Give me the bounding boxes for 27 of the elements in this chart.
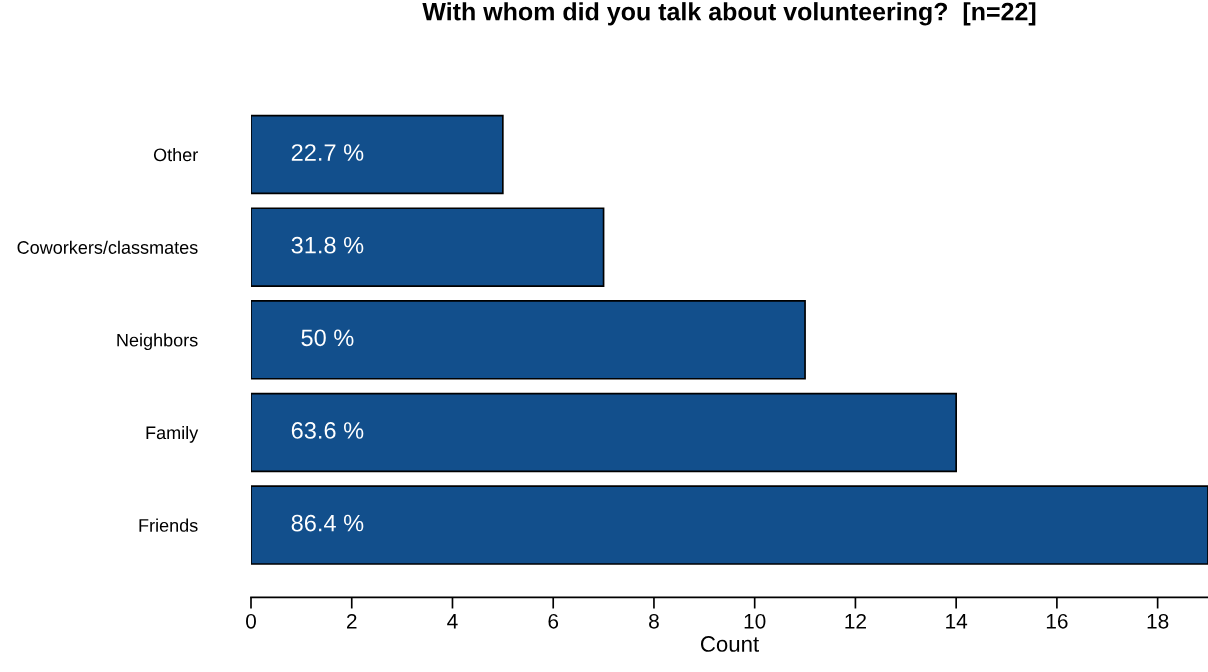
- y-tick-label: Friends: [139, 518, 198, 532]
- annotation: 50 %: [301, 329, 354, 347]
- x-tick-label: 0: [246, 613, 256, 629]
- x-tick-label: 16: [1046, 613, 1068, 629]
- chart-title: With whom did you talk about volunteering? [n=22]: [422, 2, 1036, 26]
- x-tick-label: 4: [447, 614, 458, 629]
- y-tick-label: Other: [153, 147, 198, 162]
- bar: [251, 485, 1208, 565]
- annotation: 31.8 %: [291, 236, 364, 254]
- x-tick-label: 6: [548, 613, 559, 629]
- x-tick-label: 18: [1147, 613, 1169, 629]
- x-tick-label: 12: [845, 613, 866, 629]
- x-tick-label: 8: [649, 613, 659, 629]
- x-tick-label: 14: [946, 614, 968, 629]
- x-tick-label: 2: [346, 613, 357, 629]
- y-tick-label: Family: [146, 425, 199, 443]
- bar: [251, 392, 957, 473]
- x-tick-label: 10: [744, 613, 766, 629]
- bar: [251, 114, 504, 195]
- annotation: 63.6 %: [291, 422, 364, 439]
- annotation: 22.7 %: [291, 144, 364, 161]
- bar: [251, 300, 806, 380]
- x-axis-title: Count: [700, 636, 759, 652]
- y-tick-label: Neighbors: [117, 333, 198, 351]
- y-tick-label: Coworkers/classmates: [17, 240, 198, 254]
- annotation: 86.4 %: [291, 514, 364, 532]
- bar: [251, 207, 605, 287]
